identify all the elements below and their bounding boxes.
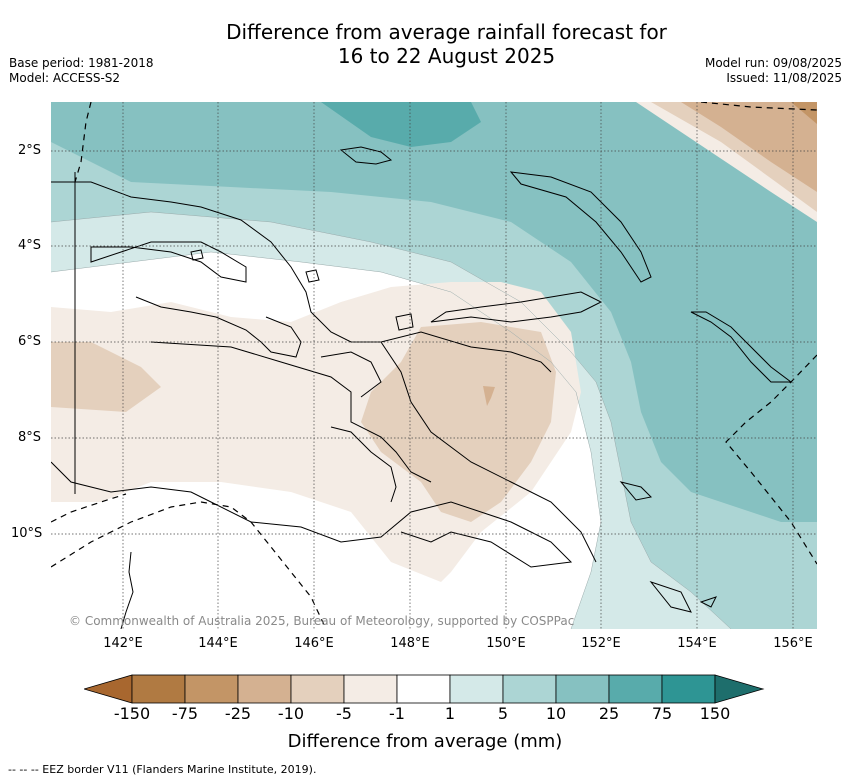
colorbar-arrow-low [84, 674, 133, 704]
colorbar-tick-label: -150 [113, 704, 151, 723]
coastlines [51, 146, 793, 629]
colorbar-tick-label: 10 [545, 704, 567, 723]
lat-label-8s: 8°S [18, 430, 42, 445]
coast-solomons [619, 481, 717, 613]
lon-label-148e: 148°E [390, 636, 430, 651]
lon-label-142e: 142°E [103, 636, 143, 651]
colorbar [84, 674, 765, 704]
colorbar-arrow-high [714, 674, 765, 704]
graticule [51, 102, 817, 629]
model-run: Model run: 09/08/2025 [704, 56, 842, 70]
lat-label-2s: 2°S [18, 143, 42, 158]
meta-left: Base period: 1981-2018 Model: ACCESS-S2 [9, 56, 154, 86]
band-plus-25-75 [321, 102, 481, 147]
eez-borders [51, 102, 817, 629]
lon-label-146e: 146°E [294, 636, 334, 651]
colorbar-tick-label: -1 [389, 704, 405, 723]
colorbar-tick-label: -5 [336, 704, 352, 723]
base-period: Base period: 1981-2018 [9, 56, 154, 70]
lat-label-10s: 10°S [11, 526, 43, 541]
colorbar-segment [237, 674, 292, 704]
coast-islands-small [190, 249, 414, 331]
map-title: Difference from average rainfall forecas… [0, 20, 850, 68]
colorbar-tick-label: 1 [444, 704, 456, 723]
lon-label-150e: 150°E [486, 636, 526, 651]
colorbar-segment [608, 674, 663, 704]
colorbar-tick-label: -75 [171, 704, 199, 723]
title-line-1: Difference from average rainfall forecas… [226, 20, 667, 44]
lon-label-154e: 154°E [677, 636, 717, 651]
meta-right: Model run: 09/08/2025 Issued: 11/08/2025 [705, 56, 842, 86]
colorbar-segment [396, 674, 451, 704]
coast-papuan-peninsula [380, 341, 597, 563]
colorbar-tick-label: 75 [651, 704, 673, 723]
band-plus-10-25 [51, 102, 817, 522]
map-panel [51, 102, 817, 629]
coast-new-britain [430, 291, 603, 323]
colorbar-segment [184, 674, 239, 704]
lon-label-152e: 152°E [581, 636, 621, 651]
lat-label-4s: 4°S [18, 238, 42, 253]
lat-label-6s: 6°S [18, 334, 42, 349]
band-minus-ne-darkest [791, 102, 817, 124]
colorbar-tick-label: 5 [497, 704, 509, 723]
colorbar-segment [343, 674, 398, 704]
coast-australia-cape-york [120, 551, 134, 629]
coast-new-ireland [509, 171, 652, 283]
colorbar-segment [661, 674, 716, 704]
eez-footnote: -- -- -- EEZ border V11 (Flanders Marine… [8, 763, 317, 776]
model-name: Model: ACCESS-S2 [9, 71, 121, 85]
copyright-notice: © Commonwealth of Australia 2025, Bureau… [69, 614, 575, 628]
band-minus-ne-dark [681, 102, 817, 192]
colorbar-tick-label: -25 [224, 704, 252, 723]
band-minus-10-25-spot [483, 386, 495, 406]
colorbar-segment [290, 674, 345, 704]
map-svg [51, 102, 817, 629]
issued-date: Issued: 11/08/2025 [726, 71, 842, 85]
colorbar-segment [449, 674, 504, 704]
colorbar-segment [131, 674, 186, 704]
lon-label-144e: 144°E [198, 636, 238, 651]
colorbar-title: Difference from average (mm) [287, 731, 563, 752]
coast-new-guinea-north [51, 181, 552, 373]
colorbar-tick-label: 25 [598, 704, 620, 723]
title-line-2: 16 to 22 August 2025 [337, 44, 556, 68]
band-minus-5-10-west [51, 342, 161, 412]
colorbar-tick-label: -10 [277, 704, 305, 723]
colorbar-segments [84, 674, 765, 704]
coast-new-guinea-south [51, 461, 573, 568]
colorbar-tick-label: 150 [699, 704, 731, 723]
colorbar-segment [502, 674, 557, 704]
coast-manus [339, 146, 393, 165]
lon-label-156e: 156°E [773, 636, 813, 651]
colorbar-segment [555, 674, 610, 704]
